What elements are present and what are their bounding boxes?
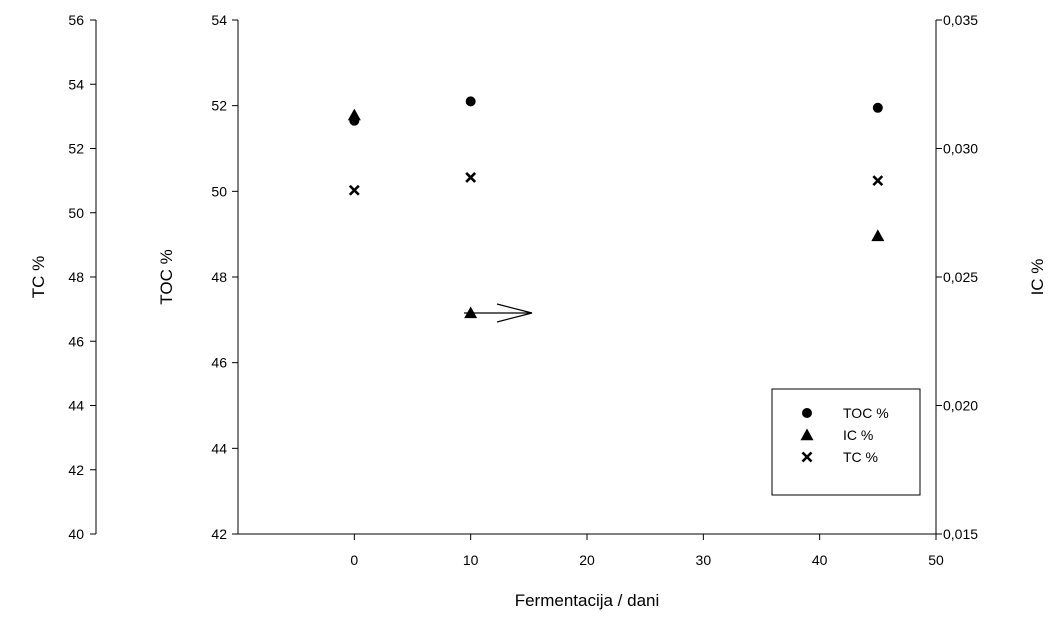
tc-tick-label: 40 [68, 526, 84, 542]
x-marker-stroke [348, 184, 360, 196]
legend-marker-toc [802, 408, 812, 418]
axis-titles: Fermentacija / dani TC % TOC % IC % [29, 249, 1047, 610]
annotation-arrow [464, 303, 533, 323]
tc-tick-label: 48 [68, 269, 84, 285]
ic-tick-label: 0,020 [943, 398, 978, 414]
x-axis-title: Fermentacija / dani [515, 591, 660, 610]
tc-axis-title: TC % [29, 256, 48, 299]
x-tick-label: 20 [579, 552, 595, 568]
data-point-tc [465, 171, 477, 183]
tc-tick-label: 42 [68, 462, 84, 478]
x-tick-label: 0 [350, 552, 358, 568]
ic-axis-title: IC % [1028, 259, 1047, 296]
tc-tick-label: 46 [68, 333, 84, 349]
toc-tick-label: 54 [211, 12, 227, 28]
x-tick-label: 50 [928, 552, 944, 568]
x-marker-stroke [872, 175, 884, 187]
tc-tick-label: 44 [68, 398, 84, 414]
data-point-toc [465, 96, 476, 107]
data-point-ic [347, 108, 361, 121]
legend-label-tc: TC % [843, 449, 878, 465]
ic-tick-label: 0,015 [943, 526, 978, 542]
x-tick-label: 10 [463, 552, 479, 568]
legend-label-toc: TOC % [843, 405, 889, 421]
legend-marker-tc [801, 451, 813, 463]
ic-tick-label: 0,035 [943, 12, 978, 28]
tc-tick-label: 50 [68, 205, 84, 221]
ic-tick-label: 0,025 [943, 269, 978, 285]
data-point-toc [872, 102, 883, 113]
tc-tick-label: 56 [68, 12, 84, 28]
data-point-tc [348, 184, 360, 196]
data-points [347, 96, 885, 319]
tc-tick-label: 54 [68, 76, 84, 92]
data-point-tc [872, 175, 884, 187]
axis-ticks: 0 10 20 30 40 50 42 44 46 48 50 52 54 40 42 44 46 48 50 52 5… [68, 12, 978, 568]
legend-label-ic: IC % [843, 427, 873, 443]
x-tick-label: 30 [696, 552, 712, 568]
toc-tick-label: 46 [211, 355, 227, 371]
toc-tick-label: 44 [211, 440, 227, 456]
arrow-head [496, 303, 533, 323]
x-marker-stroke [801, 451, 813, 463]
toc-tick-label: 52 [211, 98, 227, 114]
toc-tick-label: 50 [211, 183, 227, 199]
ic-tick-label: 0,030 [943, 141, 978, 157]
toc-axis-title: TOC % [157, 249, 176, 304]
data-point-ic [464, 306, 478, 319]
legend: TOC % IC % TC % [771, 388, 921, 496]
toc-tick-label: 42 [211, 526, 227, 542]
legend-box [771, 388, 921, 496]
tc-tick-label: 52 [68, 141, 84, 157]
legend-marker-ic [800, 428, 814, 441]
x-marker-stroke [465, 171, 477, 183]
data-point-ic [871, 229, 885, 242]
x-tick-label: 40 [812, 552, 828, 568]
toc-tick-label: 48 [211, 269, 227, 285]
